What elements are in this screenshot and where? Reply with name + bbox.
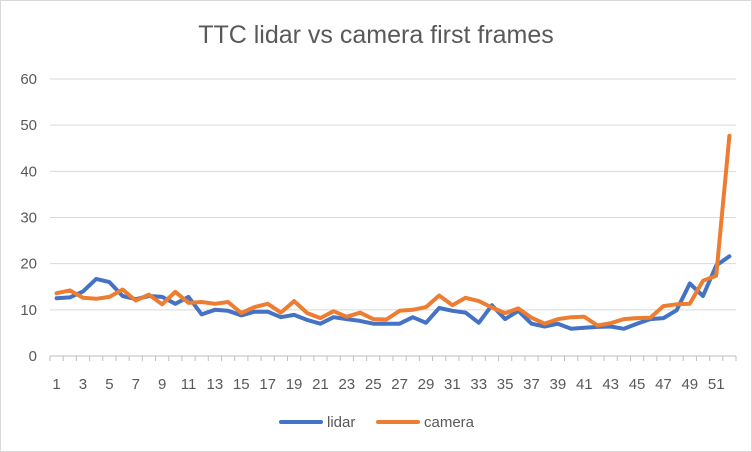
- legend-label-camera: camera: [424, 414, 475, 431]
- x-tick-label: 29: [418, 376, 435, 393]
- x-tick-label: 31: [444, 376, 461, 393]
- x-tick-label: 5: [105, 376, 113, 393]
- series-line-camera: [54, 133, 732, 328]
- x-tick-label: 9: [158, 376, 166, 393]
- x-tick-label: 11: [181, 376, 197, 393]
- x-tick-label: 39: [550, 376, 567, 393]
- x-tick-label: 33: [470, 376, 487, 393]
- x-tick-label: 7: [132, 376, 140, 393]
- x-tick-label: 17: [259, 376, 276, 393]
- x-tick-label: 43: [602, 376, 619, 393]
- y-tick-label: 20: [20, 256, 37, 273]
- x-tick-label: 45: [629, 376, 646, 393]
- y-tick-label: 40: [20, 163, 37, 180]
- y-tick-label: 50: [20, 117, 37, 134]
- x-tick-label: 3: [79, 376, 87, 393]
- x-tick-label: 37: [523, 376, 540, 393]
- y-tick-label: 0: [29, 348, 37, 365]
- x-tick-label: 13: [207, 376, 224, 393]
- x-tick-label: 23: [338, 376, 355, 393]
- x-tick-label: 25: [365, 376, 382, 393]
- x-tick-label: 35: [497, 376, 514, 393]
- y-tick-label: 60: [20, 71, 37, 88]
- x-tick-label: 27: [391, 376, 408, 393]
- y-tick-label: 10: [20, 302, 37, 319]
- x-tick-label: 21: [312, 376, 329, 393]
- x-tick-label: 19: [286, 376, 303, 393]
- x-tick-label: 15: [233, 376, 250, 393]
- x-tick-label: 1: [52, 376, 60, 393]
- legend-label-lidar: lidar: [327, 414, 355, 431]
- y-tick-label: 30: [20, 210, 37, 227]
- x-tick-label: 47: [655, 376, 672, 393]
- chart-title: TTC lidar vs camera first frames: [198, 21, 554, 49]
- x-tick-label: 41: [576, 376, 593, 393]
- x-tick-label: 49: [681, 376, 698, 393]
- x-tick-label: 51: [708, 376, 725, 393]
